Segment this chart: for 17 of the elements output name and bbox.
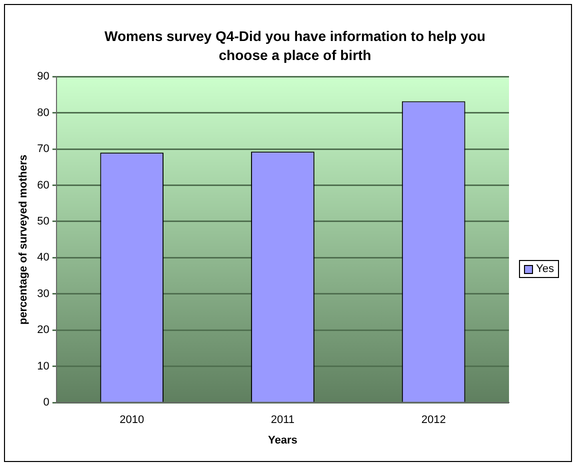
y-tick-label: 10 — [37, 360, 50, 372]
y-axis-title: percentage of surveyed mothers — [18, 154, 30, 325]
y-tick-label: 70 — [37, 143, 50, 156]
y-tick-label: 50 — [37, 216, 50, 228]
y-tick-label: 30 — [37, 288, 50, 300]
chart-title: Womens survey Q4-Did you have information to help you choose a place of birth — [104, 27, 486, 65]
y-tick-label: 40 — [37, 252, 50, 264]
y-tick-label: 60 — [37, 179, 50, 192]
y-tick-label: 0 — [43, 396, 50, 409]
x-tick-label: 2011 — [270, 414, 295, 426]
x-tick-label: 2010 — [120, 414, 144, 426]
y-tick-label: 80 — [37, 106, 50, 119]
y-tick-label: 90 — [37, 70, 50, 83]
x-tick-label: 2012 — [421, 414, 446, 426]
y-tick-label: 20 — [37, 324, 50, 336]
text: Yes — [536, 263, 554, 275]
x-axis-title: Years — [268, 434, 298, 446]
